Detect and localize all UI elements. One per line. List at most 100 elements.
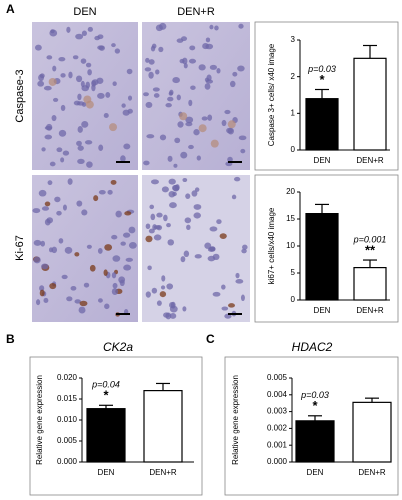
nucleus xyxy=(221,119,227,127)
nucleus xyxy=(58,238,64,244)
nucleus xyxy=(167,239,175,246)
nucleus xyxy=(143,92,149,97)
nucleus xyxy=(77,126,83,133)
y-tick-label: 0.000 xyxy=(267,457,288,466)
nucleus xyxy=(156,224,163,231)
nucleus xyxy=(110,179,117,185)
nucleus xyxy=(169,313,177,319)
nucleus xyxy=(38,74,45,82)
bar xyxy=(295,420,335,463)
nucleus xyxy=(103,269,108,276)
nucleus xyxy=(179,58,185,64)
nucleus xyxy=(205,37,211,43)
stain xyxy=(48,77,57,86)
nucleus xyxy=(221,284,226,290)
bar xyxy=(143,390,183,463)
nucleus xyxy=(86,161,93,168)
y-tick-label: 0.004 xyxy=(267,390,288,399)
nucleus xyxy=(194,187,200,192)
nucleus xyxy=(126,68,133,75)
nucleus xyxy=(152,87,160,92)
column-header: DEN+R xyxy=(177,6,215,18)
nucleus xyxy=(48,247,54,253)
nucleus xyxy=(176,38,184,43)
nucleus xyxy=(209,226,218,232)
nucleus xyxy=(75,33,84,40)
nucleus xyxy=(104,303,110,310)
nucleus xyxy=(91,84,96,92)
y-tick-label: 20 xyxy=(286,187,295,196)
nucleus xyxy=(183,250,190,258)
nucleus xyxy=(94,35,100,41)
y-tick-label: 3 xyxy=(291,35,296,44)
nucleus xyxy=(39,289,45,297)
nucleus xyxy=(146,134,155,139)
nucleus xyxy=(204,83,211,90)
nucleus xyxy=(87,69,92,76)
nucleus xyxy=(33,256,41,264)
bar xyxy=(305,98,339,151)
nucleus xyxy=(43,297,49,303)
nucleus xyxy=(111,43,116,48)
nucleus xyxy=(151,179,159,185)
nucleus xyxy=(159,291,167,298)
nucleus xyxy=(188,144,194,150)
nucleus xyxy=(150,213,156,221)
nucleus xyxy=(216,68,221,74)
nucleus xyxy=(185,121,193,127)
y-tick-label: 0.001 xyxy=(267,440,288,449)
nucleus xyxy=(56,147,63,153)
nucleus xyxy=(115,210,122,218)
nucleus xyxy=(167,96,174,102)
nucleus xyxy=(51,114,57,122)
nucleus xyxy=(169,302,175,309)
stain xyxy=(210,139,219,148)
nucleus xyxy=(44,201,51,207)
nucleus xyxy=(198,64,206,71)
nucleus xyxy=(229,80,236,88)
nucleus xyxy=(207,255,216,262)
nucleus xyxy=(62,204,67,211)
nucleus xyxy=(235,279,244,284)
x-tick-label: DEN xyxy=(314,306,331,315)
nucleus xyxy=(240,294,245,302)
nucleus xyxy=(148,228,155,234)
nucleus xyxy=(51,246,58,254)
nucleus xyxy=(145,101,153,108)
nucleus xyxy=(209,24,214,30)
nucleus xyxy=(121,103,126,108)
nucleus xyxy=(112,255,121,262)
nucleus xyxy=(184,217,192,224)
stain xyxy=(83,95,92,104)
nucleus xyxy=(35,299,41,306)
p-value: p=0.03 xyxy=(307,64,336,74)
nucleus xyxy=(34,44,42,51)
nucleus xyxy=(193,212,201,219)
nucleus xyxy=(188,58,197,64)
nucleus xyxy=(98,298,103,303)
y-tick-label: 0.002 xyxy=(267,424,288,433)
nucleus xyxy=(77,145,84,151)
nucleus xyxy=(201,116,208,121)
nucleus xyxy=(167,155,173,162)
y-tick-label: 0.010 xyxy=(57,415,78,424)
nucleus xyxy=(227,156,233,163)
nucleus xyxy=(32,208,41,214)
y-tick-label: 2 xyxy=(291,72,296,81)
nucleus xyxy=(125,257,133,262)
nucleus xyxy=(155,69,160,75)
nucleus xyxy=(97,247,103,254)
nucleus xyxy=(89,264,96,272)
nucleus xyxy=(60,73,66,78)
nucleus xyxy=(221,306,229,311)
nucleus xyxy=(41,206,50,211)
nucleus xyxy=(165,103,172,108)
nucleus xyxy=(75,75,83,83)
nucleus xyxy=(127,108,133,114)
y-tick-label: 0 xyxy=(291,295,296,304)
p-value: p=0.03 xyxy=(300,390,329,400)
nucleus xyxy=(182,306,187,312)
nucleus xyxy=(166,222,171,228)
nucleus xyxy=(66,296,73,302)
y-tick-label: 5 xyxy=(291,268,296,277)
